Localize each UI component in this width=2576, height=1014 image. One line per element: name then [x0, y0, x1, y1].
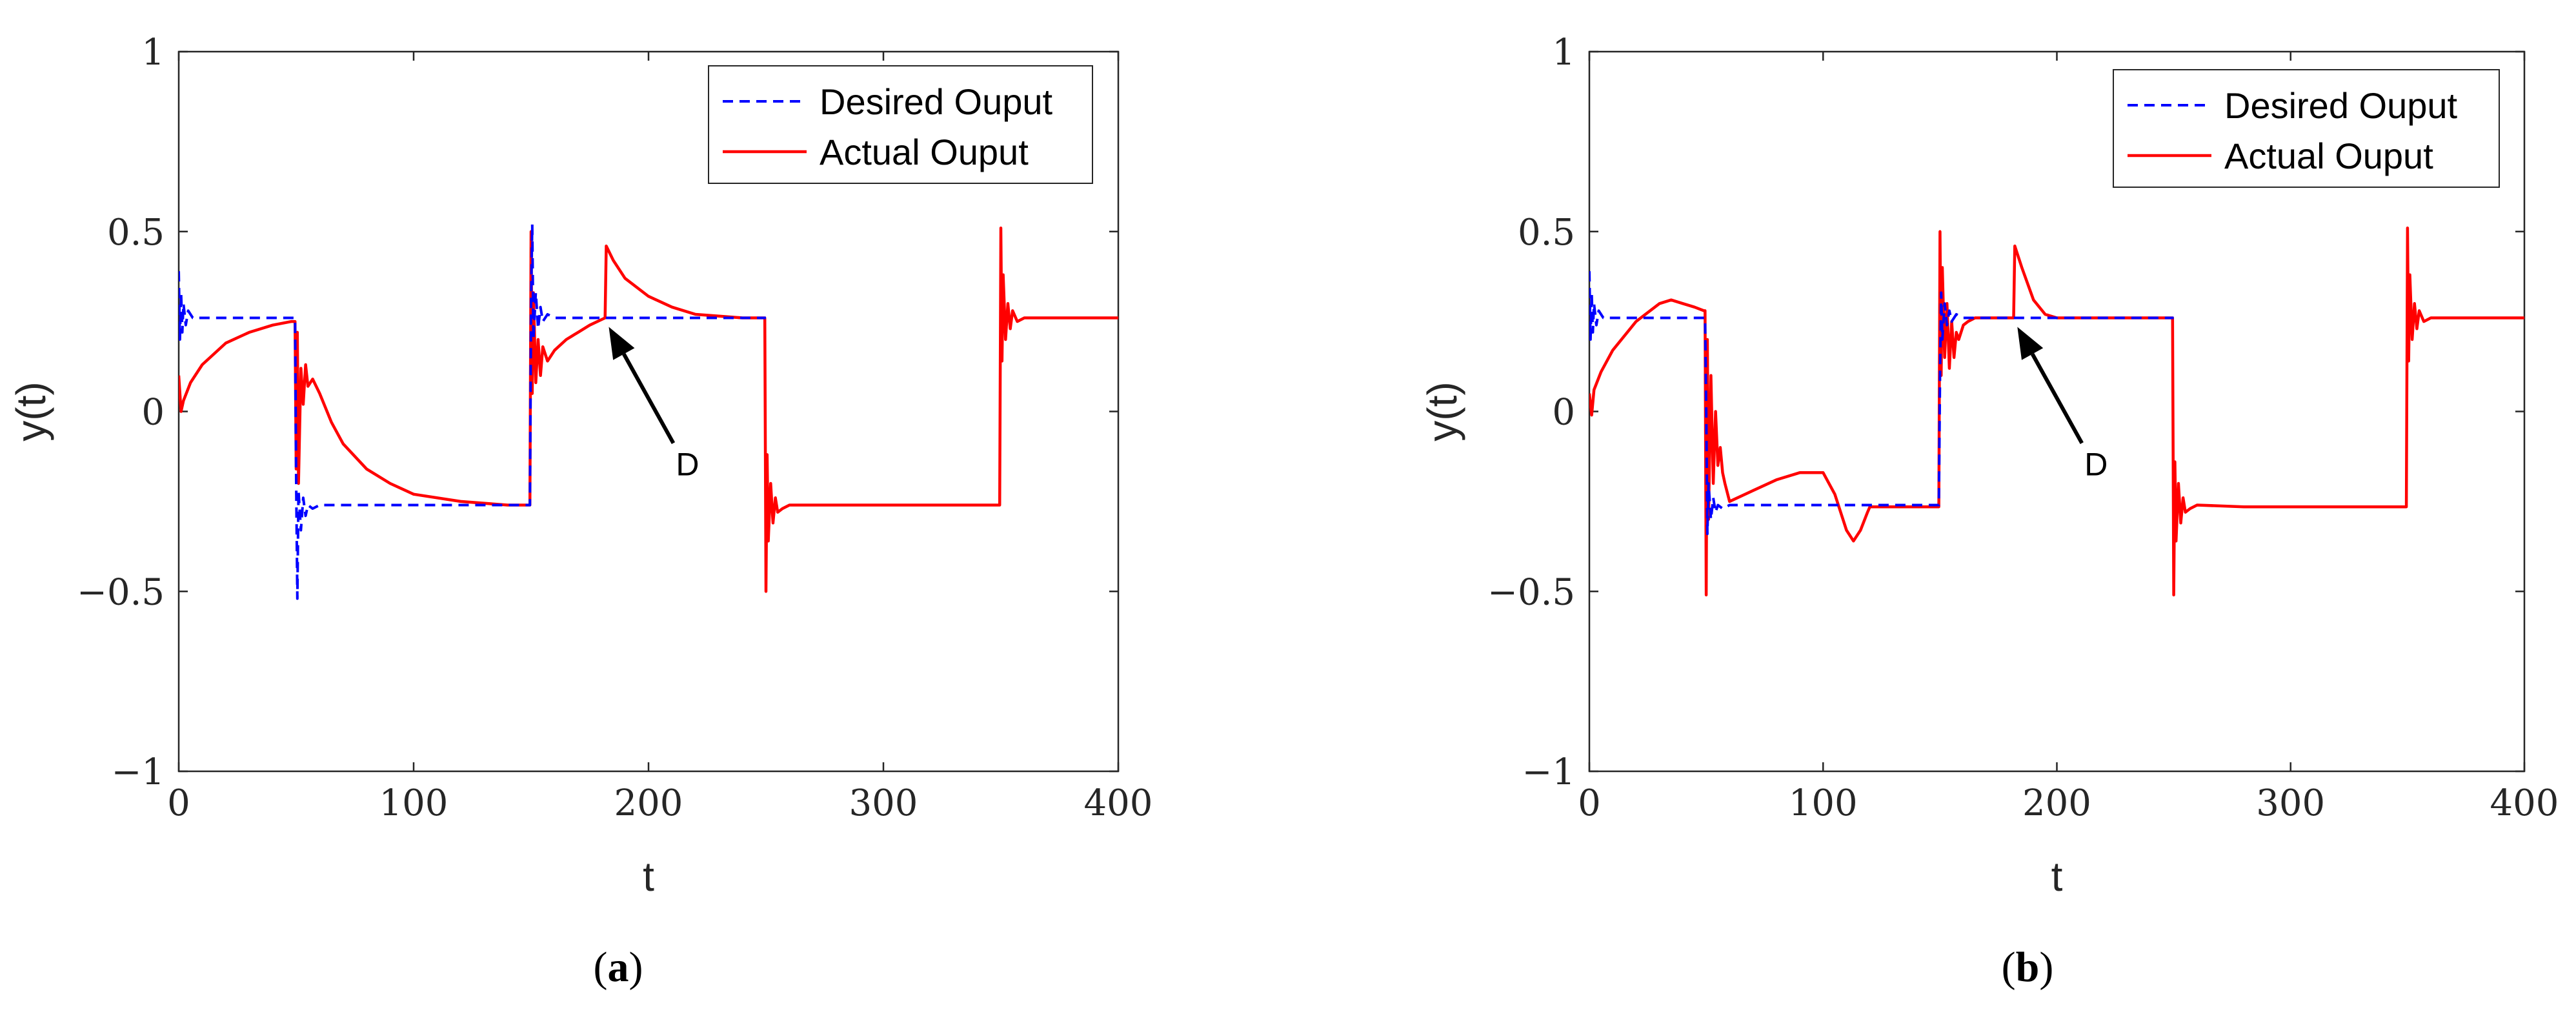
x-tick-label: 200	[614, 782, 683, 824]
x-tick-label: 0	[167, 782, 190, 824]
y-axis-label: y(t)	[1419, 381, 1465, 441]
plot-area	[179, 223, 1118, 600]
legend: Desired Ouput Actual Ouput	[708, 65, 1093, 184]
y-tick-label: 1	[1552, 32, 1575, 74]
legend-label: Actual Ouput	[2224, 136, 2433, 176]
y-tick-label: −0.5	[77, 571, 165, 613]
caption-open: (	[2002, 944, 2016, 991]
series-line-actual	[179, 226, 1118, 593]
panel-caption: (a)	[594, 944, 643, 991]
y-tick-label: 0.5	[1518, 212, 1575, 254]
y-tick-label: −1	[111, 751, 165, 793]
x-tick-label: 400	[2490, 782, 2559, 824]
x-axis-label: t	[2051, 853, 2063, 900]
y-tick-label: 0	[141, 392, 165, 434]
plot-area	[1589, 226, 2524, 597]
series-line-desired	[179, 223, 766, 600]
legend-box	[2113, 69, 2500, 188]
annotation-label: D	[676, 447, 699, 483]
chart-panel-a: 0 100 200 300 400 −1 −0.5 0 0.5 1 t y(t) D Desired Ou…	[8, 32, 1152, 991]
series-line-actual	[1589, 226, 2524, 597]
x-tick-label: 100	[1789, 782, 1858, 824]
x-tick-label: 400	[1084, 782, 1153, 824]
y-tick-label: −0.5	[1487, 571, 1575, 613]
x-tick-label: 300	[849, 782, 918, 824]
x-axis-label: t	[643, 853, 654, 900]
annotation-arrow-shaft	[622, 353, 676, 445]
y-tick-label: 0	[1552, 392, 1575, 434]
annotation-label: D	[2084, 447, 2108, 483]
caption-letter: a	[608, 944, 629, 991]
x-tick-label: 0	[1578, 782, 1601, 824]
y-tick-label: 1	[141, 32, 165, 74]
annotation-arrow-shaft	[2030, 353, 2084, 445]
chart-panel-b: 0 100 200 300 400 −1 −0.5 0 0.5 1 t y(t) D Desired Ou…	[1419, 32, 2559, 991]
y-axis-label: y(t)	[8, 381, 54, 441]
y-tick-label: −1	[1522, 751, 1575, 793]
x-tick-label: 300	[2256, 782, 2325, 824]
series-line-desired	[1589, 271, 2174, 536]
annotation-arrow-head	[2017, 327, 2044, 360]
panel-caption: (b)	[2002, 944, 2054, 991]
legend-label: Actual Ouput	[820, 132, 1029, 172]
legend-label: Desired Ouput	[2224, 85, 2458, 126]
legend: Desired Ouput Actual Ouput	[2113, 69, 2500, 188]
x-tick-label: 100	[379, 782, 448, 824]
caption-close: )	[629, 944, 643, 991]
legend-label: Desired Ouput	[820, 81, 1053, 122]
caption-close: )	[2039, 944, 2053, 991]
caption-letter: b	[2016, 944, 2040, 991]
y-tick-label: 0.5	[107, 212, 165, 254]
legend-box	[708, 65, 1093, 184]
x-tick-label: 200	[2022, 782, 2091, 824]
caption-open: (	[594, 944, 608, 991]
annotation-arrow-head	[609, 327, 635, 360]
